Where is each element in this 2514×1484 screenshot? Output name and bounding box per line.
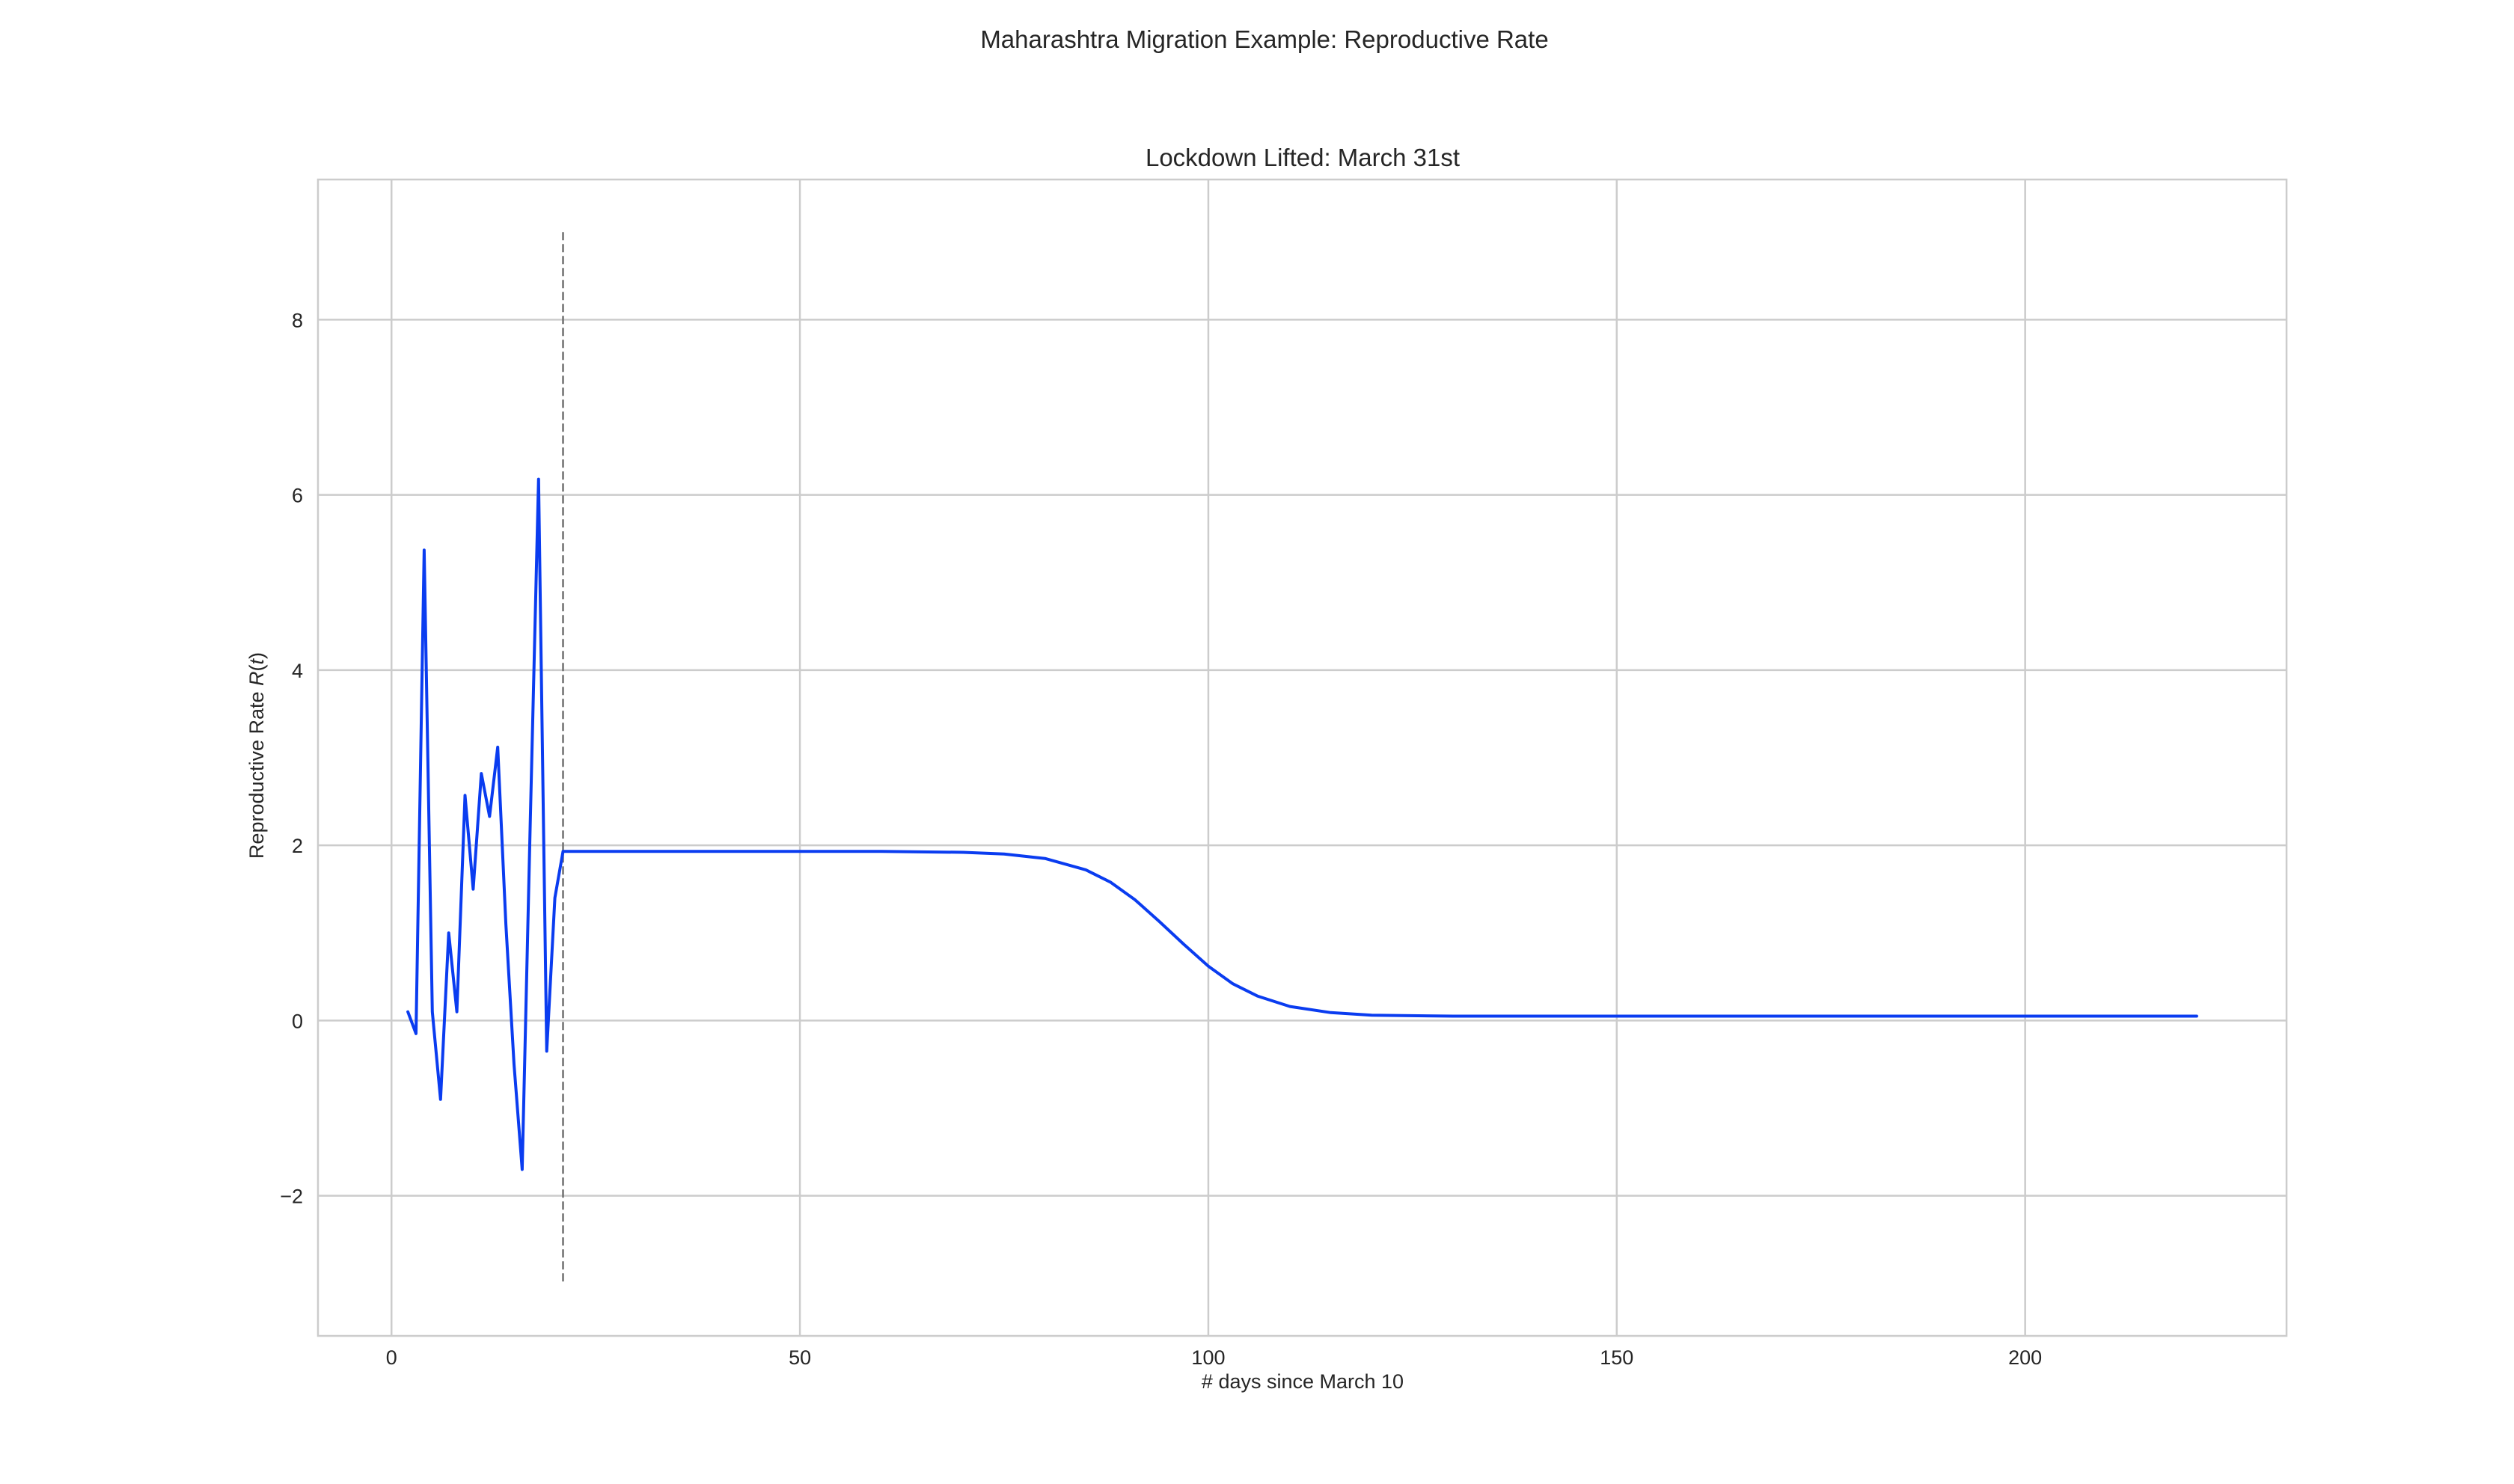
y-tick-label: 6 xyxy=(292,485,303,507)
x-axis-label: # days since March 10 xyxy=(1202,1370,1404,1393)
chart-title: Lockdown Lifted: March 31st xyxy=(1146,144,1460,171)
x-axis-ticks: 0 50 100 150 200 xyxy=(386,1346,2042,1369)
y-tick-label: −2 xyxy=(280,1186,303,1208)
y-tick-label: 0 xyxy=(292,1010,303,1032)
reproductive-rate-series-line xyxy=(406,477,2198,1171)
x-tick-label: 50 xyxy=(789,1346,811,1369)
y-tick-label: 2 xyxy=(292,835,303,857)
y-axis-label: Reproductive Rate R(t) xyxy=(245,652,268,859)
y-tick-label: 8 xyxy=(292,309,303,331)
x-tick-label: 0 xyxy=(386,1346,397,1369)
series-layer xyxy=(406,477,2198,1171)
x-tick-label: 200 xyxy=(2008,1346,2042,1369)
x-tick-label: 100 xyxy=(1191,1346,1225,1369)
plot-frame xyxy=(316,178,2288,1337)
y-axis-ticks: −2 0 2 4 6 8 xyxy=(280,309,303,1207)
chart-suptitle: Maharashtra Migration Example: Reproduct… xyxy=(980,25,1548,53)
x-tick-label: 150 xyxy=(1600,1346,1633,1369)
y-tick-label: 4 xyxy=(292,660,303,682)
grid-lines xyxy=(318,180,2287,1336)
